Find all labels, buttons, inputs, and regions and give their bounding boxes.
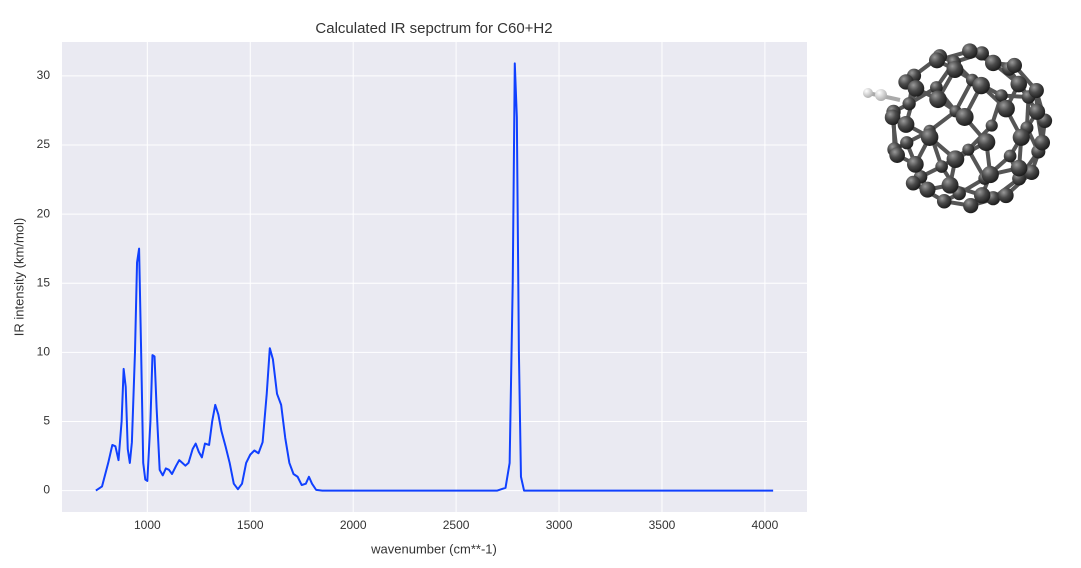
carbon-atom	[1028, 82, 1044, 99]
carbon-atom	[1006, 57, 1022, 73]
x-tick-label: 2000	[340, 518, 367, 532]
carbon-atom	[902, 97, 916, 111]
carbon-atom	[905, 175, 921, 191]
carbon-atom	[997, 99, 1015, 118]
x-tick-label: 1500	[237, 518, 264, 532]
carbon-atom	[962, 43, 978, 59]
carbon-atom	[1010, 159, 1028, 177]
y-axis-label: IR intensity (km/mol)	[11, 218, 26, 336]
carbon-atom	[1023, 164, 1040, 181]
carbon-atom	[973, 187, 991, 204]
y-tick-label: 20	[37, 206, 51, 220]
y-tick-label: 15	[37, 275, 51, 289]
carbon-atom	[907, 155, 924, 173]
carbon-atom	[941, 176, 959, 194]
carbon-atom	[946, 150, 965, 169]
carbon-atom	[1003, 149, 1017, 163]
carbon-atom	[955, 107, 974, 126]
x-tick-label: 2500	[443, 518, 470, 532]
carbon-atom	[985, 54, 1002, 72]
plot	[95, 62, 774, 492]
carbon-atom	[977, 133, 996, 152]
carbon-atom	[998, 187, 1014, 204]
x-tick-label: 4000	[752, 518, 779, 532]
carbon-atom	[936, 194, 952, 209]
x-tick-label: 1000	[134, 518, 161, 532]
carbon-atom	[929, 52, 945, 69]
x-axis-label: wavenumber (cm**-1)	[370, 541, 497, 556]
chart-title: Calculated IR sepctrum for C60+H2	[315, 20, 552, 37]
carbon-atom	[889, 147, 906, 163]
y-tick-label: 0	[43, 483, 50, 497]
carbon-atom	[884, 109, 901, 126]
carbon-atom	[1010, 75, 1028, 93]
carbon-atom	[935, 160, 948, 173]
carbon-atom	[900, 136, 914, 150]
carbon-atom	[974, 46, 989, 61]
grid	[62, 42, 807, 512]
hydrogen-atom	[875, 89, 887, 101]
x-tick-label: 3500	[649, 518, 676, 532]
carbon-atom	[920, 128, 939, 146]
y-tick-label: 5	[43, 414, 50, 428]
carbon-atom	[946, 61, 964, 79]
y-tick-label: 30	[37, 68, 51, 82]
carbon-atom	[897, 116, 915, 133]
carbon-atom	[962, 143, 975, 156]
carbon-atom	[929, 90, 947, 109]
carbon-atom	[1012, 128, 1030, 146]
y-tick-label: 10	[37, 345, 51, 359]
carbon-atom	[930, 81, 943, 94]
carbon-atom	[907, 80, 925, 97]
carbon-atom	[1034, 134, 1051, 151]
molecule-image	[863, 43, 1053, 214]
carbon-atom	[972, 76, 990, 95]
y-tick-label: 25	[37, 137, 51, 151]
carbon-atom	[985, 119, 998, 132]
carbon-atom	[963, 197, 979, 214]
carbon-atom	[919, 181, 936, 198]
plot-area	[62, 42, 807, 512]
carbon-atom	[995, 89, 1008, 102]
carbon-atom	[1028, 103, 1046, 120]
line	[95, 62, 774, 492]
x-tick-label: 3000	[546, 518, 573, 532]
carbon-atom	[981, 165, 999, 184]
hydrogen-atom	[863, 88, 873, 98]
